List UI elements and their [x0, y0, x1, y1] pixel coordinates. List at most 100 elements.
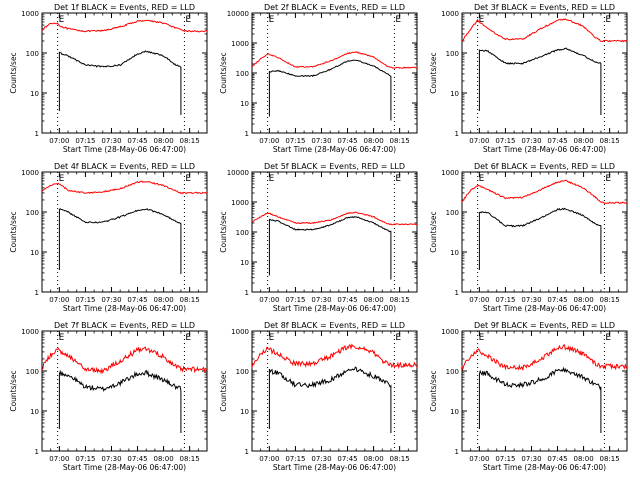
x-tick-label: 08:15	[390, 137, 410, 145]
y-tick-label: 1	[35, 289, 39, 297]
event-marker-label: E	[395, 15, 401, 25]
plot-frame	[251, 12, 418, 134]
x-tick-label: 07:45	[337, 455, 357, 463]
events-series-line	[268, 216, 392, 280]
x-tick-label: 08:00	[153, 137, 173, 145]
panel-title: Det 4f BLACK = Events, RED = LLD	[54, 162, 195, 171]
event-marker-label: E	[185, 15, 191, 25]
x-tick-label: 07:30	[521, 137, 541, 145]
x-axis-title: Start Time (28-May-06 06:47:00)	[483, 304, 606, 313]
plot-frame	[461, 330, 628, 452]
event-marker-label: E	[479, 15, 485, 25]
lld-series-line	[41, 19, 208, 33]
y-tick-label: 1000	[441, 328, 459, 336]
panel-title: Det 5f BLACK = Events, RED = LLD	[264, 162, 405, 171]
x-tick-label: 07:30	[311, 137, 331, 145]
panel-title: Det 2f BLACK = Events, RED = LLD	[264, 3, 405, 12]
x-tick-label: 07:15	[495, 455, 515, 463]
x-tick-label: 08:00	[363, 137, 383, 145]
lld-series-line	[461, 344, 628, 371]
y-tick-label: 1000	[231, 40, 249, 48]
event-marker-label: E	[59, 15, 65, 25]
y-tick-label: 10	[30, 90, 39, 98]
y-tick-label: 1000	[21, 169, 39, 177]
x-tick-label: 07:30	[101, 296, 121, 304]
y-tick-label: 10	[240, 100, 249, 108]
x-tick-label: 07:15	[285, 455, 305, 463]
panel-1: Det 1f BLACK = Events, RED = LLD 1 10 100 10…	[9, 3, 208, 154]
lld-series-line	[251, 51, 418, 69]
events-series-line	[478, 47, 602, 115]
x-tick-label: 08:15	[180, 455, 200, 463]
y-tick-label: 10	[30, 249, 39, 257]
y-tick-label: 1	[35, 448, 39, 456]
x-tick-label: 08:15	[390, 455, 410, 463]
event-marker-label: E	[269, 15, 275, 25]
x-tick-label: 07:00	[49, 137, 69, 145]
panel-3: Det 3f BLACK = Events, RED = LLD 1 10 100 10…	[429, 3, 628, 154]
y-tick-label: 1	[245, 448, 249, 456]
y-tick-label: 10	[240, 408, 249, 416]
y-tick-label: 10000	[227, 10, 249, 18]
y-tick-label: 10	[450, 408, 459, 416]
x-axis-title: Start Time (28-May-06 06:47:00)	[483, 463, 606, 472]
x-tick-label: 07:00	[469, 137, 489, 145]
plot-frame	[461, 171, 628, 293]
x-tick-label: 07:15	[495, 296, 515, 304]
y-tick-label: 10	[30, 408, 39, 416]
x-tick-label: 08:15	[600, 137, 620, 145]
x-tick-label: 07:30	[101, 137, 121, 145]
panel-4: Det 4f BLACK = Events, RED = LLD 1 10 100 10…	[9, 162, 208, 313]
x-tick-label: 08:15	[600, 455, 620, 463]
event-marker-label: E	[605, 333, 611, 343]
panel-6: Det 6f BLACK = Events, RED = LLD 1 10 100 10…	[429, 162, 628, 313]
y-tick-label: 1	[35, 130, 39, 138]
plot-frame	[41, 12, 208, 134]
x-tick-label: 07:00	[469, 296, 489, 304]
x-tick-label: 07:45	[547, 137, 567, 145]
panel-title: Det 8f BLACK = Events, RED = LLD	[264, 321, 405, 330]
x-tick-label: 07:30	[311, 455, 331, 463]
lld-series-line	[251, 343, 418, 370]
y-tick-label: 10	[450, 249, 459, 257]
x-axis-title: Start Time (28-May-06 06:47:00)	[273, 145, 396, 154]
plot-frame	[251, 171, 418, 293]
events-series-line	[268, 59, 392, 121]
y-tick-label: 1	[455, 448, 459, 456]
plot-frame	[41, 171, 208, 293]
y-tick-label: 1000	[231, 328, 249, 336]
x-tick-label: 08:15	[180, 296, 200, 304]
x-tick-label: 07:45	[337, 137, 357, 145]
lld-series-line	[252, 211, 418, 226]
lld-series-line	[461, 179, 628, 204]
x-tick-label: 07:45	[127, 296, 147, 304]
event-marker-label: E	[605, 15, 611, 25]
y-tick-label: 100	[236, 368, 249, 376]
panel-title: Det 6f BLACK = Events, RED = LLD	[474, 162, 615, 171]
event-marker-label: E	[185, 333, 191, 343]
x-tick-label: 07:30	[521, 296, 541, 304]
events-series-line	[58, 50, 182, 115]
panel-2: Det 2f BLACK = Events, RED = LLD 1 10 100 10…	[219, 3, 418, 154]
events-series-line	[478, 366, 602, 433]
x-tick-label: 08:00	[573, 296, 593, 304]
y-tick-label: 10	[240, 259, 249, 267]
x-tick-label: 08:00	[573, 137, 593, 145]
x-tick-label: 07:15	[75, 455, 95, 463]
plot-frame	[41, 330, 208, 452]
events-series-line	[268, 366, 392, 433]
y-tick-label: 100	[26, 209, 39, 217]
x-tick-label: 08:15	[600, 296, 620, 304]
y-tick-label: 1000	[21, 328, 39, 336]
x-tick-label: 07:45	[127, 137, 147, 145]
x-tick-label: 08:00	[153, 296, 173, 304]
y-tick-label: 1000	[231, 199, 249, 207]
y-tick-label: 1000	[441, 169, 459, 177]
event-marker-label: E	[605, 174, 611, 184]
event-marker-label: E	[479, 333, 485, 343]
y-tick-label: 10	[450, 90, 459, 98]
event-marker-label: E	[395, 333, 401, 343]
x-tick-label: 07:45	[337, 296, 357, 304]
y-tick-label: 1000	[21, 10, 39, 18]
